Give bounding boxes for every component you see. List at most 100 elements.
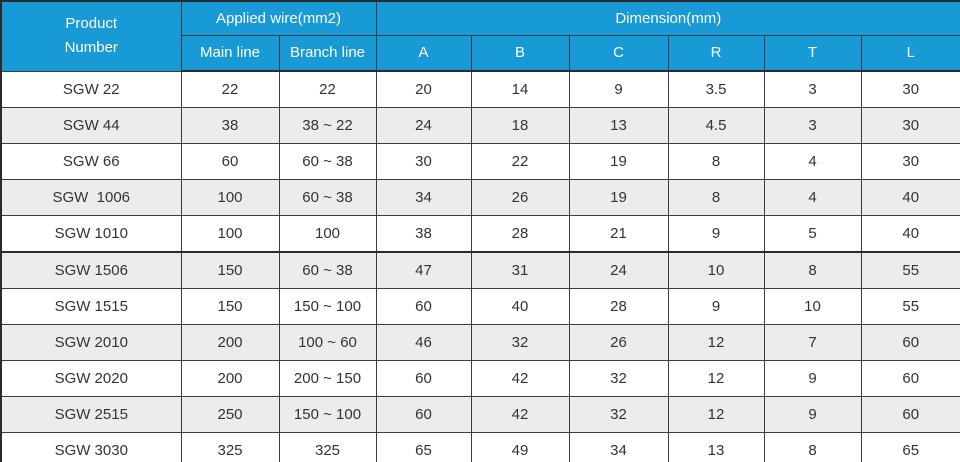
value-cell: 18 xyxy=(470,107,570,144)
value-cell: 8 xyxy=(667,179,765,216)
value-cell: 200 ~ 150 xyxy=(278,360,377,397)
table-row: SGW 1506 150 60 ~ 38 47 31 24 10 8 55 xyxy=(0,251,960,289)
value-cell: 65 xyxy=(375,432,472,462)
value-cell: 40 xyxy=(470,288,570,325)
product-number-cell: SGW 2020 xyxy=(0,360,182,397)
value-cell: 22 xyxy=(470,143,570,180)
table-row: SGW 1515 150 150 ~ 100 60 40 28 9 10 55 xyxy=(0,288,960,325)
col-header-a: A xyxy=(375,34,472,72)
value-cell: 13 xyxy=(568,107,669,144)
value-cell: 26 xyxy=(568,324,669,361)
col-header-branch-line: Branch line xyxy=(278,34,377,72)
value-cell: 24 xyxy=(568,251,669,289)
value-cell: 38 ~ 22 xyxy=(278,107,377,144)
product-number-cell: SGW 1515 xyxy=(0,288,182,325)
value-cell: 150 ~ 100 xyxy=(278,288,377,325)
value-cell: 19 xyxy=(568,143,669,180)
col-header-r: R xyxy=(667,34,765,72)
value-cell: 9 xyxy=(568,70,669,108)
value-cell: 3 xyxy=(763,107,862,144)
value-cell: 60 ~ 38 xyxy=(278,251,377,289)
value-cell: 24 xyxy=(375,107,472,144)
value-cell: 30 xyxy=(375,143,472,180)
table-row: SGW 1010 100 100 38 28 21 9 5 40 xyxy=(0,215,960,253)
value-cell: 55 xyxy=(860,288,960,325)
col-header-dimension: Dimension(mm) xyxy=(375,0,960,36)
value-cell: 38 xyxy=(180,107,280,144)
product-number-cell: SGW 66 xyxy=(0,143,182,180)
value-cell: 38 xyxy=(375,215,472,253)
value-cell: 32 xyxy=(568,396,669,433)
value-cell: 4.5 xyxy=(667,107,765,144)
value-cell: 8 xyxy=(667,143,765,180)
product-number-cell: SGW 2515 xyxy=(0,396,182,433)
value-cell: 150 xyxy=(180,251,280,289)
value-cell: 10 xyxy=(667,251,765,289)
value-cell: 9 xyxy=(667,215,765,253)
value-cell: 30 xyxy=(860,143,960,180)
value-cell: 46 xyxy=(375,324,472,361)
value-cell: 60 xyxy=(375,396,472,433)
value-cell: 20 xyxy=(375,70,472,108)
value-cell: 14 xyxy=(470,70,570,108)
value-cell: 28 xyxy=(470,215,570,253)
value-cell: 8 xyxy=(763,432,862,462)
value-cell: 7 xyxy=(763,324,862,361)
header-row-subcolumns: Main line Branch line A B C R T L xyxy=(1,34,960,72)
col-header-l: L xyxy=(860,34,960,72)
product-number-cell: SGW 1006 xyxy=(0,179,182,216)
value-cell: 150 ~ 100 xyxy=(278,396,377,433)
product-number-cell: SGW 22 xyxy=(0,70,182,108)
col-header-c: C xyxy=(568,34,669,72)
value-cell: 13 xyxy=(667,432,765,462)
value-cell: 55 xyxy=(860,251,960,289)
product-number-cell: SGW 1506 xyxy=(0,251,182,289)
value-cell: 34 xyxy=(568,432,669,462)
header-row-groups: Product Number Applied wire(mm2) Dimensi… xyxy=(0,0,960,72)
value-cell: 200 xyxy=(180,360,280,397)
value-cell: 100 xyxy=(180,215,280,253)
value-cell: 250 xyxy=(180,396,280,433)
col-header-product-number: Product Number xyxy=(0,0,182,72)
value-cell: 22 xyxy=(278,70,377,108)
value-cell: 9 xyxy=(763,396,862,433)
value-cell: 100 xyxy=(278,215,377,253)
value-cell: 30 xyxy=(860,107,960,144)
table-header: Product Number Applied wire(mm2) Dimensi… xyxy=(0,0,960,72)
value-cell: 12 xyxy=(667,360,765,397)
product-number-cell: SGW 3030 xyxy=(0,432,182,462)
value-cell: 60 xyxy=(860,396,960,433)
product-number-cell: SGW 2010 xyxy=(0,324,182,361)
table-row: SGW 66 60 60 ~ 38 30 22 19 8 4 30 xyxy=(0,143,960,180)
value-cell: 325 xyxy=(278,432,377,462)
value-cell: 60 ~ 38 xyxy=(278,179,377,216)
value-cell: 12 xyxy=(667,324,765,361)
value-cell: 40 xyxy=(860,179,960,216)
value-cell: 47 xyxy=(375,251,472,289)
col-header-t: T xyxy=(763,34,862,72)
table-row: SGW 1006 100 60 ~ 38 34 26 19 8 4 40 xyxy=(0,179,960,216)
value-cell: 200 xyxy=(180,324,280,361)
value-cell: 42 xyxy=(470,396,570,433)
value-cell: 325 xyxy=(180,432,280,462)
value-cell: 5 xyxy=(763,215,862,253)
value-cell: 34 xyxy=(375,179,472,216)
value-cell: 65 xyxy=(860,432,960,462)
value-cell: 60 xyxy=(375,360,472,397)
value-cell: 22 xyxy=(180,70,280,108)
value-cell: 8 xyxy=(763,251,862,289)
value-cell: 60 xyxy=(860,360,960,397)
product-number-cell: SGW 1010 xyxy=(0,215,182,253)
value-cell: 49 xyxy=(470,432,570,462)
value-cell: 100 xyxy=(180,179,280,216)
value-cell: 60 ~ 38 xyxy=(278,143,377,180)
value-cell: 12 xyxy=(667,396,765,433)
table-row: SGW 3030 325 325 65 49 34 13 8 65 xyxy=(0,432,960,462)
value-cell: 40 xyxy=(860,215,960,253)
table-row: SGW 22 22 22 20 14 9 3.5 3 30 xyxy=(0,70,960,108)
value-cell: 150 xyxy=(180,288,280,325)
value-cell: 21 xyxy=(568,215,669,253)
table-row: SGW 2020 200 200 ~ 150 60 42 32 12 9 60 xyxy=(0,360,960,397)
value-cell: 42 xyxy=(470,360,570,397)
